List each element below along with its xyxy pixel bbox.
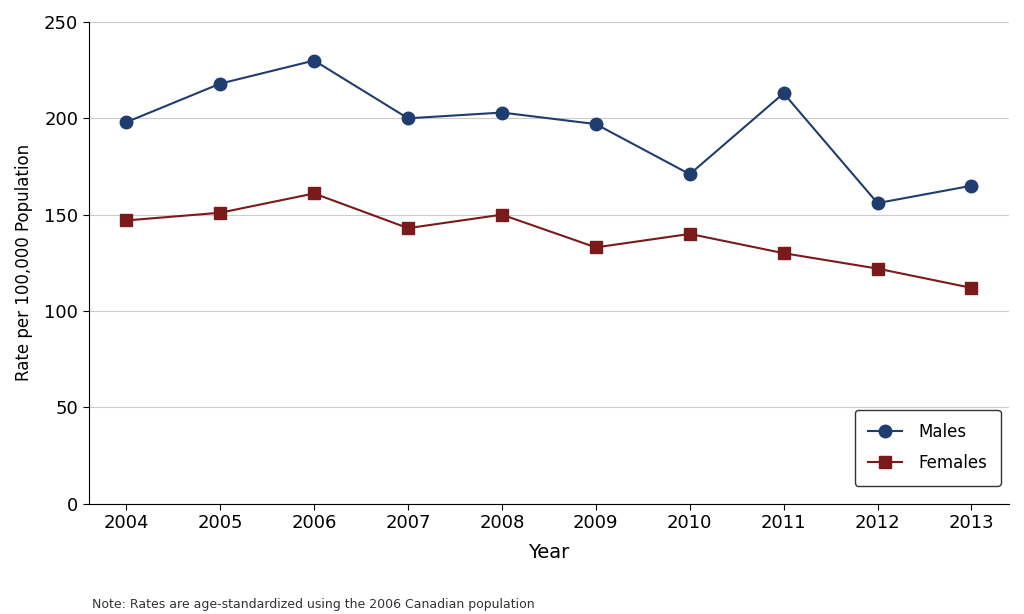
Females xyxy=(684,230,696,238)
X-axis label: Year: Year xyxy=(528,543,569,562)
Line: Females: Females xyxy=(121,188,977,293)
Females xyxy=(308,190,321,197)
Males xyxy=(590,120,602,128)
Males xyxy=(120,119,132,126)
Females xyxy=(120,217,132,224)
Line: Males: Males xyxy=(120,54,978,209)
Y-axis label: Rate per 100,000 Population: Rate per 100,000 Population xyxy=(15,144,33,381)
Males xyxy=(684,171,696,178)
Females xyxy=(496,211,508,219)
Males xyxy=(777,90,790,97)
Text: Note: Rates are age-standardized using the 2006 Canadian population: Note: Rates are age-standardized using t… xyxy=(92,598,535,611)
Males xyxy=(496,109,508,116)
Females xyxy=(401,225,414,232)
Females xyxy=(590,244,602,251)
Males xyxy=(308,57,321,64)
Males xyxy=(966,182,978,190)
Males xyxy=(871,200,884,207)
Females xyxy=(777,249,790,257)
Females xyxy=(871,265,884,272)
Females xyxy=(214,209,226,216)
Females xyxy=(966,284,978,292)
Legend: Males, Females: Males, Females xyxy=(855,410,1000,486)
Males xyxy=(401,115,414,122)
Males xyxy=(214,80,226,87)
